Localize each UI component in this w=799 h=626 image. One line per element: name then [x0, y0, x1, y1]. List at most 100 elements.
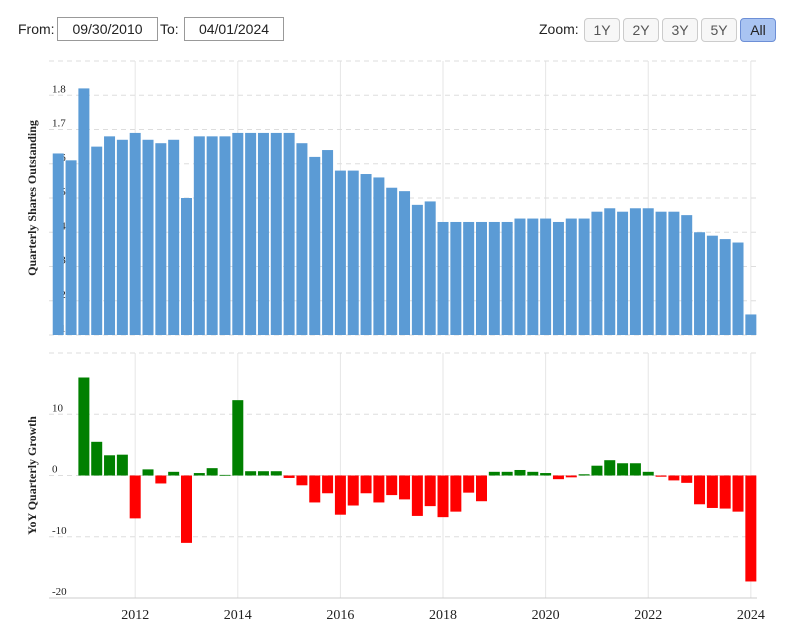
- bar: [245, 132, 257, 335]
- zoom-label: Zoom:: [539, 21, 579, 37]
- bar: [437, 475, 449, 518]
- y-tick-label: 10: [52, 402, 64, 414]
- bar: [527, 471, 539, 476]
- bar: [668, 475, 680, 481]
- zoom-button[interactable]: 5Y: [701, 18, 737, 42]
- bar: [193, 473, 205, 476]
- bar: [52, 153, 64, 335]
- bar: [360, 174, 372, 335]
- y-tick-label: 0: [52, 464, 58, 476]
- bar: [706, 235, 718, 335]
- x-tick-label: 2014: [224, 608, 252, 623]
- x-tick-label: 2012: [121, 608, 149, 623]
- from-label: From:: [18, 21, 55, 37]
- bar: [232, 400, 244, 476]
- y-axis-title: Quarterly Shares Outstanding: [25, 120, 39, 276]
- zoom-button[interactable]: All: [740, 18, 776, 42]
- bar: [540, 473, 552, 476]
- bar: [334, 475, 346, 515]
- bar: [450, 221, 462, 335]
- bar: [655, 211, 667, 335]
- bar: [104, 136, 116, 335]
- bar: [411, 475, 423, 516]
- bar: [463, 221, 475, 335]
- bar: [475, 475, 487, 502]
- bar: [386, 187, 398, 335]
- bar: [257, 132, 269, 335]
- x-tick-label: 2018: [429, 608, 457, 623]
- bar: [668, 211, 680, 335]
- zoom-button[interactable]: 3Y: [662, 18, 698, 42]
- bar: [116, 454, 128, 476]
- from-input[interactable]: 09/30/2010: [57, 17, 158, 41]
- y-tick-label: 1.7: [52, 118, 66, 130]
- bar: [129, 132, 141, 335]
- bar: [399, 475, 411, 500]
- to-input[interactable]: 04/01/2024: [184, 17, 284, 41]
- bar: [142, 469, 154, 476]
- bar: [322, 150, 334, 335]
- bar: [629, 463, 641, 476]
- bar: [578, 218, 590, 335]
- zoom-button[interactable]: 1Y: [584, 18, 620, 42]
- zoom-button[interactable]: 2Y: [623, 18, 659, 42]
- bar: [180, 198, 192, 335]
- bar: [296, 143, 308, 335]
- bar: [257, 471, 269, 476]
- bar: [168, 471, 180, 476]
- bar: [322, 475, 334, 494]
- bar: [155, 143, 167, 335]
- bar: [565, 475, 577, 478]
- bar: [245, 471, 257, 476]
- bar: [450, 475, 462, 512]
- bar: [488, 471, 500, 476]
- bar: [604, 460, 616, 476]
- bar: [142, 139, 154, 335]
- bar: [591, 465, 603, 476]
- bar: [604, 208, 616, 335]
- bar: [745, 314, 757, 335]
- bar: [347, 170, 359, 335]
- bar: [193, 136, 205, 335]
- bar: [104, 455, 116, 476]
- bar: [642, 471, 654, 476]
- bar: [617, 463, 629, 476]
- x-tick-label: 2020: [532, 608, 560, 623]
- bar: [360, 475, 372, 494]
- bar: [78, 88, 90, 336]
- bar: [745, 475, 757, 582]
- bar: [283, 475, 295, 478]
- bar: [91, 441, 103, 476]
- bar: [334, 170, 346, 335]
- bar: [514, 469, 526, 476]
- bar: [424, 475, 436, 507]
- bar: [399, 191, 411, 335]
- y-axis-title: YoY Quarterly Growth: [25, 416, 39, 535]
- bar: [552, 221, 564, 335]
- bar: [309, 156, 321, 335]
- bar: [411, 204, 423, 335]
- bar: [424, 201, 436, 335]
- bar: [681, 215, 693, 335]
- bar: [540, 218, 552, 335]
- bar: [514, 218, 526, 335]
- bar: [373, 177, 385, 335]
- bar: [694, 232, 706, 335]
- bar: [475, 221, 487, 335]
- bar: [552, 475, 564, 480]
- bar: [296, 475, 308, 486]
- bar: [270, 132, 282, 335]
- bar: [219, 136, 231, 335]
- bar: [719, 239, 731, 335]
- bar: [437, 221, 449, 335]
- bar: [591, 211, 603, 335]
- bar: [629, 208, 641, 335]
- bar: [732, 475, 744, 512]
- bar: [681, 475, 693, 483]
- bar: [386, 475, 398, 496]
- bar: [578, 474, 590, 476]
- bar: [283, 132, 295, 335]
- x-tick-label: 2022: [634, 608, 662, 623]
